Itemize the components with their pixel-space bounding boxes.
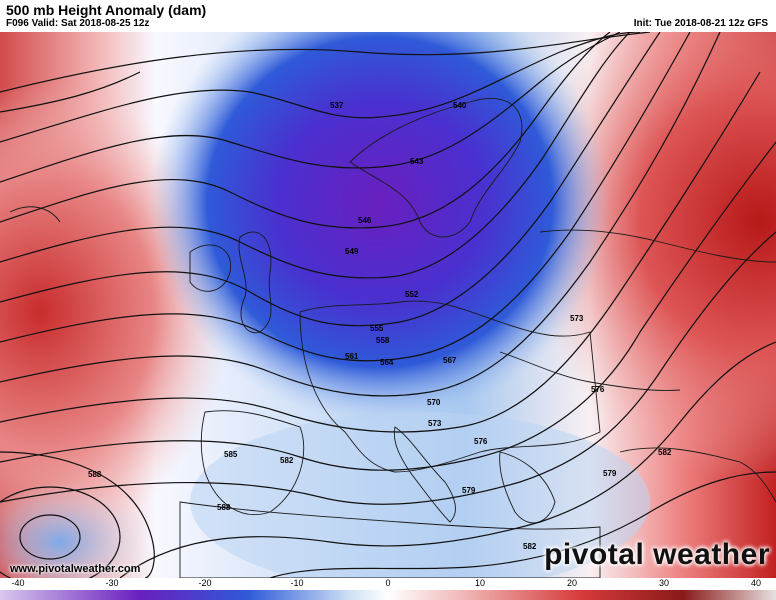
contour-label: 546 (358, 216, 372, 225)
contour-label: 588 (217, 503, 231, 512)
colorbar-tick: -30 (105, 578, 119, 588)
contour-label: 582 (523, 542, 537, 551)
contour-label: 588 (88, 470, 102, 479)
contour-label: 558 (376, 336, 390, 345)
contour-label: 573 (570, 314, 584, 323)
contour-label: 561 (345, 352, 359, 361)
colorbar-tick: 10 (474, 578, 486, 588)
brand-logo: pivotal weather (544, 538, 770, 571)
contour-label: 579 (462, 486, 476, 495)
contour-label: 570 (427, 398, 441, 407)
contour-label: 573 (428, 419, 442, 428)
colorbar-tick: 30 (658, 578, 670, 588)
contour-label: 549 (345, 247, 359, 256)
header: 500 mb Height Anomaly (dam) F096 Valid: … (0, 0, 776, 32)
contour-label: 576 (591, 385, 605, 394)
init-time: Init: Tue 2018-08-21 12z GFS (633, 18, 768, 29)
colorbar-tick: 40 (750, 578, 762, 588)
contour-label: 555 (370, 324, 384, 333)
colorbar-tick: -20 (198, 578, 212, 588)
contour-label: 576 (474, 437, 488, 446)
colorbar: -40 -30 -20 -10 0 10 20 30 40 (0, 578, 776, 600)
contour-label: 564 (380, 358, 394, 367)
website-url[interactable]: www.pivotalweather.com (10, 563, 141, 575)
contour-label: 567 (443, 356, 457, 365)
contour-label: 540 (453, 101, 467, 110)
contour-label: 579 (603, 469, 617, 478)
contour-label: 543 (410, 157, 424, 166)
anomaly-map[interactable]: 537 540 543 546 549 552 555 558 561 564 … (0, 32, 776, 578)
map-title: 500 mb Height Anomaly (dam) (6, 2, 207, 18)
colorbar-tick: -40 (11, 578, 25, 588)
colorbar-tick: 20 (566, 578, 578, 588)
colorbar-tick: 0 (385, 578, 391, 588)
colorbar-gradient (0, 590, 776, 600)
contour-label: 585 (224, 450, 238, 459)
map-canvas: 537 540 543 546 549 552 555 558 561 564 … (0, 32, 776, 578)
height-contours (0, 32, 776, 578)
valid-time: F096 Valid: Sat 2018-08-25 12z (6, 18, 150, 29)
contour-label: 552 (405, 290, 419, 299)
colorbar-tick: -10 (290, 578, 304, 588)
contour-label-group: 537 540 543 546 549 552 555 558 561 564 … (88, 101, 672, 551)
contour-label: 582 (658, 448, 672, 457)
mediterranean-anomaly (190, 412, 650, 578)
contour-label: 537 (330, 101, 344, 110)
negative-anomaly-southwest (0, 482, 150, 578)
contour-label: 582 (280, 456, 294, 465)
colorbar-ticks: -40 -30 -20 -10 0 10 20 30 40 (0, 578, 776, 589)
